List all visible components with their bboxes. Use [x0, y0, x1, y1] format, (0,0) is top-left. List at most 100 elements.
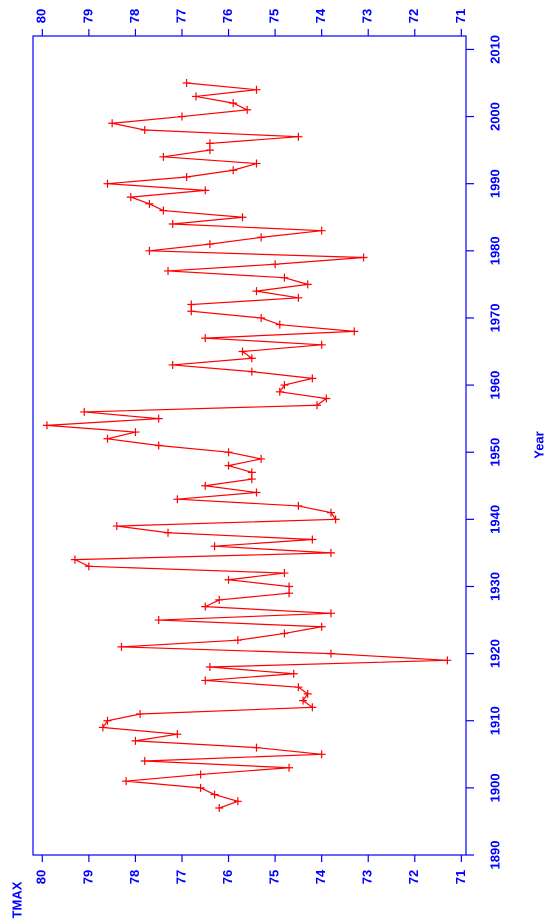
data-point	[164, 528, 173, 537]
data-point	[196, 770, 205, 779]
data-point	[164, 266, 173, 275]
x-tick-label: 1980	[487, 236, 502, 265]
x-tick-label: 1990	[487, 169, 502, 198]
data-point	[247, 475, 256, 484]
data-point	[257, 454, 266, 463]
x-tick-label: 1890	[487, 841, 502, 870]
data-point	[280, 381, 289, 390]
data-point	[224, 448, 233, 457]
data-point	[201, 676, 210, 685]
y-tick-label: 73	[360, 9, 375, 23]
data-point	[317, 340, 326, 349]
data-point	[112, 522, 121, 531]
y-tick-label: 79	[80, 870, 95, 884]
data-point	[173, 495, 182, 504]
data-point	[317, 226, 326, 235]
y-tick-label: 76	[220, 9, 235, 23]
data-point	[201, 602, 210, 611]
data-point	[275, 320, 284, 329]
y-tick-label: 75	[267, 870, 282, 884]
y-tick-label: 73	[360, 870, 375, 884]
data-point	[313, 401, 322, 410]
data-point	[159, 152, 168, 161]
data-point	[350, 327, 359, 336]
data-point	[131, 736, 140, 745]
data-point	[201, 334, 210, 343]
data-point	[308, 535, 317, 544]
data-point	[285, 589, 294, 598]
data-point	[326, 548, 335, 557]
data-point	[243, 105, 252, 114]
data-point	[136, 710, 145, 719]
data-point	[275, 387, 284, 396]
y-tick-label: 72	[406, 870, 421, 884]
data-point	[187, 300, 196, 309]
data-point	[196, 783, 205, 792]
data-point	[108, 119, 117, 128]
data-point	[280, 629, 289, 638]
x-tick-label: 2010	[487, 35, 502, 64]
y-tick-label: 79	[80, 9, 95, 23]
data-point	[229, 166, 238, 175]
data-point	[224, 575, 233, 584]
data-point	[285, 763, 294, 772]
data-point	[154, 414, 163, 423]
data-point	[168, 219, 177, 228]
x-axis-label: Year	[531, 431, 546, 458]
data-point	[271, 260, 280, 269]
data-point	[191, 92, 200, 101]
y-tick-label: 77	[173, 9, 188, 23]
data-point	[103, 716, 112, 725]
data-point	[205, 146, 214, 155]
data-point	[303, 689, 312, 698]
x-tick-label: 1910	[487, 706, 502, 735]
x-tick-label: 1930	[487, 572, 502, 601]
data-point	[294, 683, 303, 692]
data-point	[252, 85, 261, 94]
data-point	[299, 696, 308, 705]
x-tick-label: 1970	[487, 303, 502, 332]
data-point	[326, 508, 335, 517]
data-point	[331, 515, 340, 524]
data-point	[359, 253, 368, 262]
y-tick-label: 76	[220, 870, 235, 884]
data-point	[201, 481, 210, 490]
y-tick-label: 80	[34, 870, 49, 884]
data-point	[308, 374, 317, 383]
y-axis-label: TMAX	[9, 881, 24, 918]
data-point	[238, 347, 247, 356]
data-point	[80, 407, 89, 416]
data-point	[159, 206, 168, 215]
data-point	[326, 649, 335, 658]
data-point	[145, 199, 154, 208]
data-point	[140, 757, 149, 766]
data-point	[294, 293, 303, 302]
data-point	[122, 777, 131, 786]
data-point	[280, 569, 289, 578]
y-tick-label: 78	[127, 9, 142, 23]
data-point	[205, 663, 214, 672]
data-point	[443, 656, 452, 665]
y-tick-label: 74	[313, 869, 328, 884]
data-point	[98, 723, 107, 732]
data-point	[317, 622, 326, 631]
data-point	[126, 193, 135, 202]
data-point	[205, 139, 214, 148]
data-point	[117, 642, 126, 651]
y-tick-label: 71	[453, 9, 468, 23]
y-tick-label: 80	[34, 9, 49, 23]
data-point	[257, 233, 266, 242]
data-point	[257, 313, 266, 322]
data-point	[187, 307, 196, 316]
x-tick-label: 1940	[487, 505, 502, 534]
x-tick-label: 2000	[487, 102, 502, 131]
data-point	[229, 99, 238, 108]
data-point	[238, 213, 247, 222]
data-point	[247, 367, 256, 376]
data-line	[46, 82, 448, 809]
data-point	[285, 582, 294, 591]
data-point	[233, 797, 242, 806]
data-point	[154, 616, 163, 625]
data-point	[210, 542, 219, 551]
